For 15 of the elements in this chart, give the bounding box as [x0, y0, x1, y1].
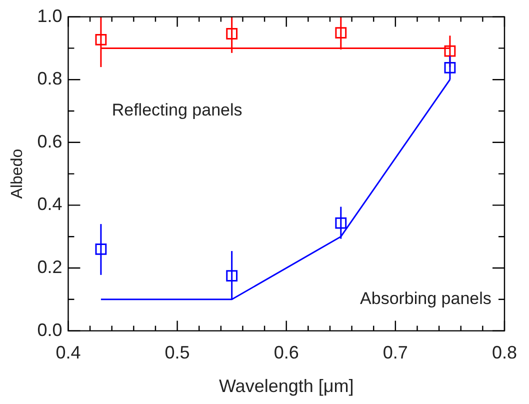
x-tick-label: 0.7 [382, 342, 408, 363]
y-tick-label: 0.4 [37, 194, 62, 214]
x-tick-label: 0.6 [274, 342, 299, 363]
x-tick-label: 0.4 [56, 342, 81, 363]
y-tick-label: 0.2 [37, 256, 62, 277]
y-tick-label: 1.0 [37, 6, 62, 26]
annotation: Reflecting panels [112, 100, 242, 120]
y-tick-label: 0.6 [37, 131, 62, 152]
annotation: Absorbing panels [360, 289, 492, 308]
x-tick-label: 0.5 [164, 342, 190, 363]
y-tick-label: 0.8 [37, 68, 62, 89]
x-axis-title: Wavelength [μm] [218, 376, 354, 396]
x-tick-label: 0.8 [492, 342, 518, 363]
y-axis-title: Albedo [9, 148, 26, 199]
y-tick-label: 0.0 [37, 320, 62, 340]
